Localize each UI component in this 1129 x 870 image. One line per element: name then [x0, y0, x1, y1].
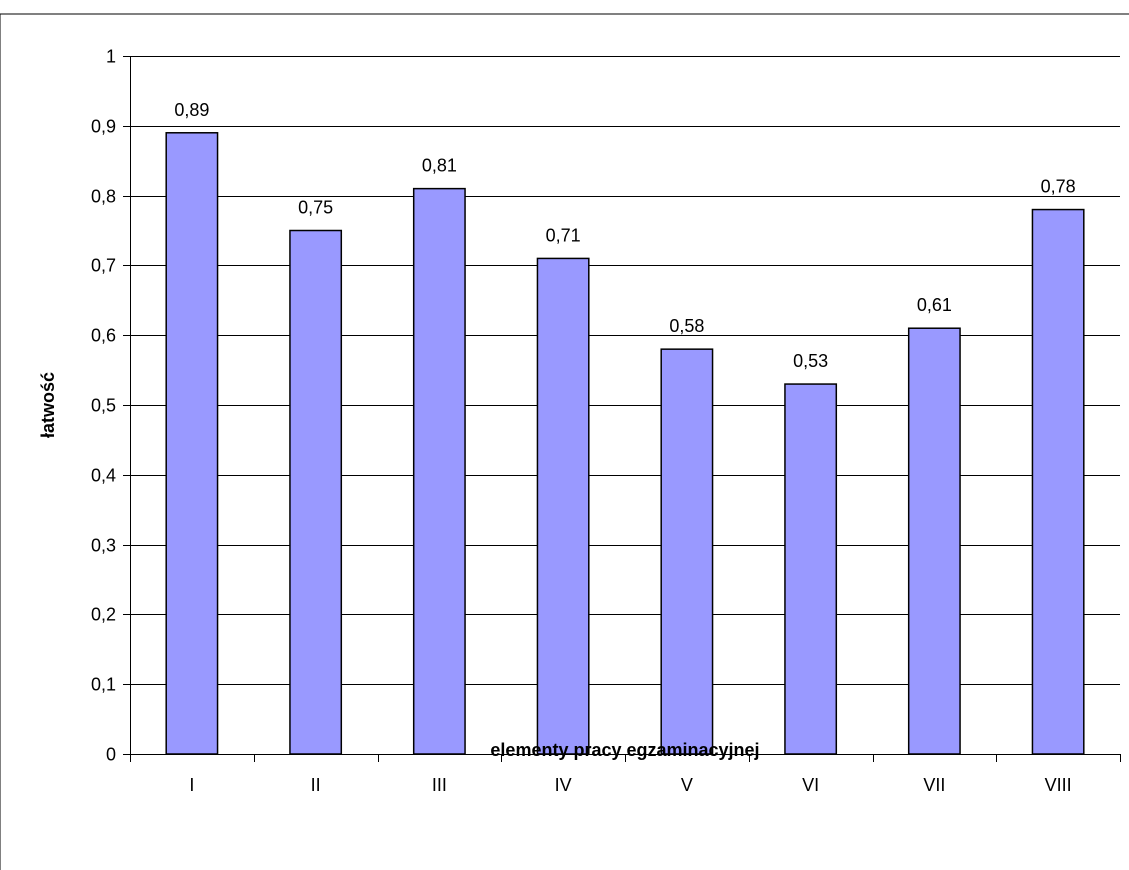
- x-tick-label: I: [189, 775, 194, 795]
- y-tick-label: 0: [106, 745, 116, 765]
- grid-lines: [130, 56, 1120, 685]
- bar-I: [165, 132, 219, 755]
- data-label: 0,58: [669, 316, 704, 336]
- y-tick-label: 0,5: [91, 396, 116, 416]
- y-tick-label: 0,8: [91, 187, 116, 207]
- x-tick-label: VII: [923, 775, 945, 795]
- data-label: 0,81: [422, 156, 457, 176]
- x-tick-label: VI: [802, 775, 819, 795]
- y-tick-label: 0,3: [91, 536, 116, 556]
- y-tick-label: 1: [106, 47, 116, 67]
- bar-VI: [784, 383, 838, 755]
- data-label: 0,89: [174, 100, 209, 120]
- y-tick-label: 0,2: [91, 605, 116, 625]
- y-tick-label: 0,7: [91, 256, 116, 276]
- y-tick-label: 0,4: [91, 466, 116, 486]
- bar-VIII: [1031, 208, 1085, 755]
- data-label: 0,61: [917, 295, 952, 315]
- x-tick-label: VIII: [1045, 775, 1072, 795]
- x-axis-title: elementy pracy egzaminacyjnej: [490, 740, 759, 760]
- bars: [165, 132, 1085, 755]
- y-axis-title: łatwość: [38, 372, 58, 438]
- y-tick-label: 0,9: [91, 117, 116, 137]
- data-label: 0,71: [546, 225, 581, 245]
- data-label: 0,75: [298, 198, 333, 218]
- bar-IV: [536, 257, 590, 755]
- x-tick-label: V: [681, 775, 693, 795]
- x-tick-label: III: [432, 775, 447, 795]
- axes: [123, 56, 1121, 762]
- data-label: 0,78: [1041, 177, 1076, 197]
- y-tick-label: 0,1: [91, 675, 116, 695]
- data-label: 0,53: [793, 351, 828, 371]
- labels: 0 0,1 0,2 0,3 0,4 0,5 0,6 0,7 0,8 0,9 1 0,89 I 0,75 II…: [91, 47, 1076, 796]
- y-tick-label: 0,6: [91, 326, 116, 346]
- bar-III: [412, 187, 466, 755]
- bar-V: [660, 348, 714, 755]
- x-tick-label: IV: [555, 775, 572, 795]
- bar-II: [289, 229, 343, 755]
- bar-VII: [907, 327, 961, 755]
- x-tick-label: II: [311, 775, 321, 795]
